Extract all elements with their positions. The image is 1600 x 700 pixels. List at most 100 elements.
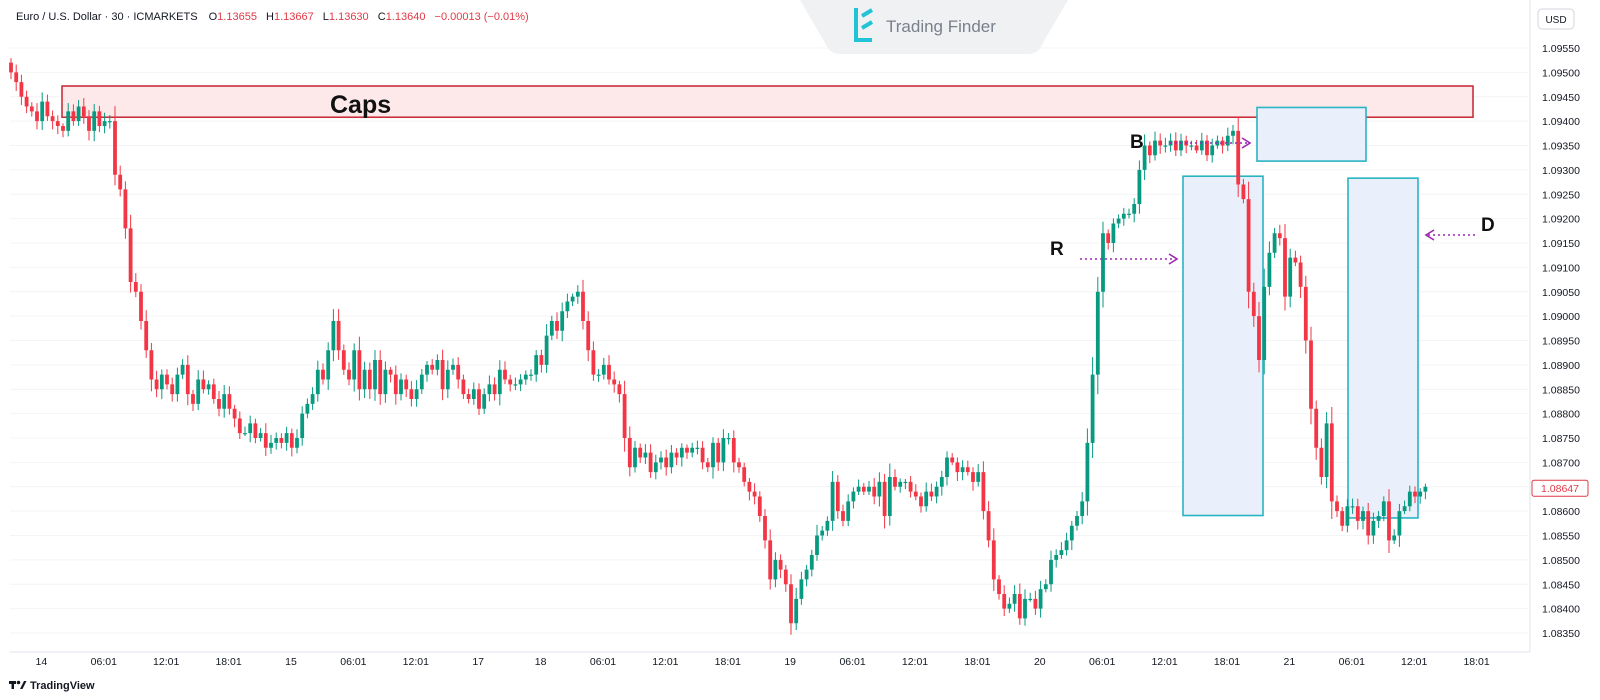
candle-body — [1179, 140, 1183, 151]
candle-body — [71, 111, 76, 122]
candle-body — [445, 369, 450, 390]
candle — [326, 342, 331, 390]
candle — [622, 380, 627, 452]
annotation-labels: Caps B R D — [330, 91, 1495, 265]
candle — [367, 362, 372, 400]
candle — [139, 284, 143, 330]
candle — [1153, 131, 1157, 161]
r-rally-box[interactable] — [1182, 175, 1264, 517]
candle — [747, 477, 752, 501]
candle-body — [1262, 286, 1267, 360]
candle-body — [191, 394, 195, 404]
candle-body — [1418, 491, 1423, 497]
candle-body — [1038, 589, 1043, 609]
candle — [263, 423, 268, 457]
candle — [321, 363, 325, 385]
candle — [601, 357, 606, 380]
candle — [1381, 496, 1386, 522]
candle-body — [1043, 584, 1048, 590]
time-tick-label: 12:01 — [902, 656, 928, 668]
candle — [690, 442, 695, 458]
candle-body — [638, 447, 643, 458]
candle — [789, 574, 793, 635]
candle-body — [846, 501, 851, 521]
candle — [997, 575, 1001, 600]
candle-body — [180, 364, 185, 375]
candle-body — [154, 379, 159, 390]
candle — [1345, 499, 1350, 533]
candle-body — [1199, 140, 1204, 151]
candle — [341, 344, 346, 375]
candle — [180, 359, 185, 380]
candle — [102, 112, 107, 134]
candle — [29, 102, 34, 117]
candle — [378, 350, 383, 405]
candle-body — [1392, 535, 1397, 541]
currency-badge[interactable]: USD — [1537, 8, 1575, 30]
candle-body — [1127, 213, 1131, 215]
candle-body — [1163, 145, 1168, 147]
candle — [1111, 218, 1116, 253]
time-axis[interactable]: 14 06:01 12:01 18:01 15 06:01 12:01 17 18 06:01 12… — [36, 656, 1490, 668]
candle-body — [217, 399, 221, 409]
candle — [856, 479, 861, 496]
candle — [570, 293, 575, 307]
candle-body — [825, 520, 830, 531]
price-axis[interactable]: 1.09550 1.09500 1.09450 1.09400 1.09350 1.093… — [1542, 43, 1580, 640]
candle-body — [1298, 262, 1303, 287]
price-tick-label: 1.09400 — [1542, 116, 1580, 128]
candle — [9, 58, 13, 80]
candle-body — [1288, 257, 1293, 297]
caps-zone[interactable] — [61, 85, 1474, 119]
candle-body — [1033, 598, 1038, 609]
candle — [794, 587, 799, 631]
candle-body — [1361, 511, 1365, 521]
candle — [409, 381, 414, 407]
candle — [529, 369, 533, 381]
time-tick-label: 12:01 — [403, 656, 429, 668]
tradingview-footer: TradingView — [9, 680, 95, 692]
candle — [1085, 428, 1090, 516]
candle-body — [950, 457, 955, 463]
candle — [971, 467, 975, 491]
candle-body — [955, 462, 960, 473]
candle-body — [440, 360, 445, 390]
b-consolidation-box[interactable] — [1256, 106, 1367, 162]
candle-body — [40, 101, 45, 122]
candle — [425, 360, 429, 382]
candle — [539, 349, 544, 373]
candle — [243, 426, 247, 437]
d-drop-box[interactable] — [1347, 177, 1419, 519]
candle — [1137, 160, 1142, 214]
candle-body — [997, 579, 1001, 594]
candle-body — [898, 481, 903, 487]
candle-body — [965, 467, 970, 473]
candle-body — [1257, 316, 1261, 360]
candle-body — [690, 447, 695, 453]
price-tick-label: 1.09250 — [1542, 189, 1580, 201]
candle — [55, 115, 60, 135]
candle-body — [165, 374, 169, 385]
candle — [820, 525, 825, 541]
candle-body — [279, 438, 284, 443]
candle-body — [851, 491, 856, 502]
candle-body — [81, 106, 86, 117]
candle — [1366, 502, 1371, 545]
candle-body — [513, 384, 518, 386]
candle-body — [1309, 340, 1313, 409]
candle-body — [1059, 550, 1064, 555]
candle — [846, 494, 851, 527]
candle-body — [1215, 140, 1220, 146]
low-value: 1.13630 — [329, 11, 369, 23]
time-tick-label: 12:01 — [1151, 656, 1177, 668]
price-tick-label: 1.08750 — [1542, 433, 1580, 445]
candle — [295, 429, 299, 454]
time-tick-label: 06:01 — [340, 656, 366, 668]
candle-body — [1121, 213, 1126, 219]
candle — [1246, 181, 1251, 309]
candle — [258, 427, 263, 442]
candle-body — [14, 72, 19, 83]
candle-body — [1277, 233, 1282, 239]
candle-body — [726, 438, 731, 440]
